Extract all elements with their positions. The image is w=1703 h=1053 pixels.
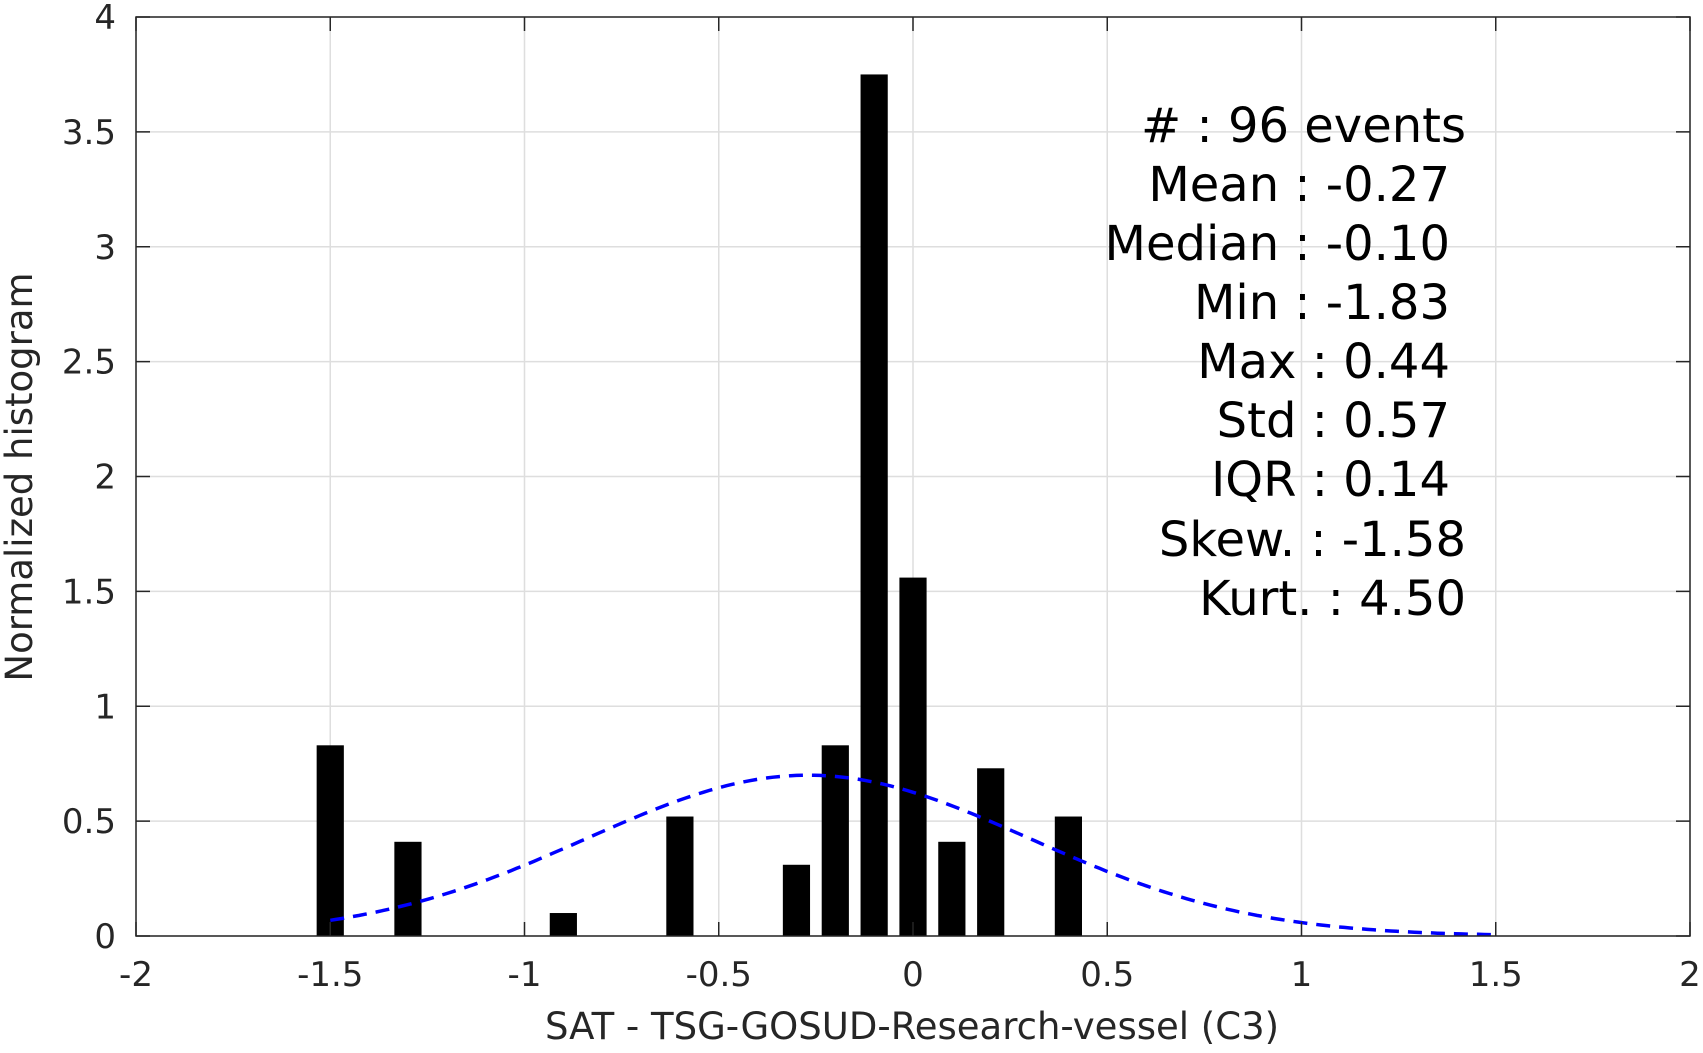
stats-count: # : 96 events: [1141, 98, 1466, 154]
y-tick-label: 3: [94, 228, 116, 268]
stats-kurt: Kurt. : 4.50: [1199, 571, 1466, 627]
histogram-bar: [549, 913, 577, 936]
y-tick-label: 1: [94, 687, 116, 727]
y-tick-label: 2: [94, 458, 116, 498]
x-tick-label: 0: [902, 955, 924, 995]
histogram-bar: [782, 864, 811, 936]
histogram-bar: [394, 841, 422, 936]
x-tick-labels: -2 -1.5 -1 -0.5 0 0.5 1 1.5 2: [119, 955, 1701, 995]
histogram-bar: [938, 841, 966, 936]
stats-mean: Mean : -0.27: [1148, 157, 1450, 213]
y-tick-label: 0: [94, 917, 116, 957]
x-tick-label: 1.5: [1469, 955, 1523, 995]
stats-median: Median : -0.10: [1105, 216, 1450, 272]
histogram-bar: [1054, 816, 1082, 936]
x-tick-label: -1: [508, 955, 542, 995]
histogram-bar: [666, 816, 694, 936]
histogram-bar: [821, 745, 849, 936]
y-tick-label: 0.5: [62, 802, 116, 842]
stats-annotation: # : 96 events Mean : -0.27 Median : -0.1…: [1105, 98, 1466, 627]
y-tick-label: 2.5: [62, 343, 116, 383]
x-tick-label: 2: [1679, 955, 1701, 995]
y-axis-label: Normalized histogram: [0, 272, 41, 681]
histogram-bar: [860, 74, 888, 936]
x-tick-label: -2: [119, 955, 153, 995]
x-tick-label: -0.5: [686, 955, 752, 995]
histogram-bar: [977, 768, 1005, 936]
histogram-bar: [899, 577, 927, 936]
y-tick-label: 1.5: [62, 572, 116, 612]
stats-iqr: IQR : 0.14: [1211, 452, 1450, 508]
x-axis-label: SAT - TSG-GOSUD-Research-vessel (C3): [545, 1005, 1279, 1048]
histogram-bars: [316, 74, 1082, 936]
stats-skew: Skew. : -1.58: [1159, 512, 1466, 568]
x-tick-label: 1: [1291, 955, 1313, 995]
y-tick-label: 4: [94, 0, 116, 38]
stats-min: Min : -1.83: [1194, 275, 1450, 331]
stats-std: Std : 0.57: [1217, 393, 1450, 449]
histogram-bar: [316, 745, 344, 936]
x-tick-label: 0.5: [1080, 955, 1134, 995]
stats-max: Max : 0.44: [1197, 334, 1450, 390]
y-tick-labels: 0 0.5 1 1.5 2 2.5 3 3.5 4: [62, 0, 116, 957]
axes-box: [135, 16, 1691, 937]
axes: [135, 16, 1691, 937]
x-tick-label: -1.5: [297, 955, 363, 995]
y-tick-label: 3.5: [62, 113, 116, 153]
